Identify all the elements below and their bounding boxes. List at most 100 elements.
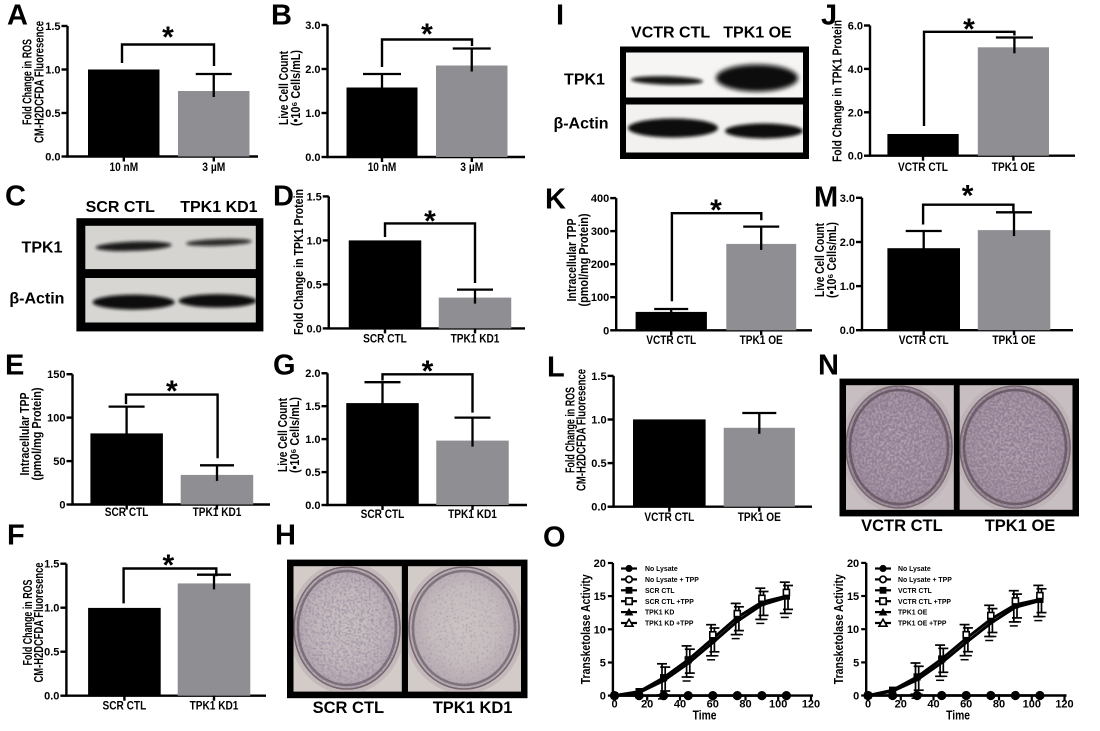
svg-text:E: E xyxy=(5,350,24,382)
svg-text:0: 0 xyxy=(611,699,617,711)
svg-text:Fold Change in ROS: Fold Change in ROS xyxy=(21,580,35,666)
svg-text:TPK1 OE: TPK1 OE xyxy=(992,333,1035,347)
svg-text:G: G xyxy=(273,350,296,382)
svg-text:15: 15 xyxy=(594,591,606,603)
svg-text:20: 20 xyxy=(641,699,653,711)
svg-text:3.0: 3.0 xyxy=(840,193,855,205)
svg-text:3.0: 3.0 xyxy=(305,20,320,32)
svg-text:*: * xyxy=(422,355,434,388)
svg-text:TPK1 KD: TPK1 KD xyxy=(645,608,674,617)
svg-text:3 µM: 3 µM xyxy=(202,160,225,174)
svg-text:TPK1: TPK1 xyxy=(22,240,63,257)
svg-text:Live Cell Count: Live Cell Count xyxy=(277,50,291,125)
svg-text:0.0: 0.0 xyxy=(840,325,855,337)
svg-text:TPK1 KD +TPP: TPK1 KD +TPP xyxy=(645,619,694,628)
svg-text:O: O xyxy=(543,522,566,554)
svg-text:SCR CTL: SCR CTL xyxy=(645,586,675,595)
svg-text:C: C xyxy=(5,181,26,213)
svg-text:No Lysate + TPP: No Lysate + TPP xyxy=(645,575,699,584)
svg-text:0.5: 0.5 xyxy=(44,647,59,659)
svg-text:Time: Time xyxy=(693,709,717,723)
svg-text:1.0: 1.0 xyxy=(591,415,606,427)
svg-text:60: 60 xyxy=(960,699,972,711)
svg-text:VCTR CTL: VCTR CTL xyxy=(644,510,694,524)
svg-text:TPK1 OE: TPK1 OE xyxy=(985,517,1056,535)
svg-text:3 µM: 3 µM xyxy=(460,160,483,174)
svg-text:SCR CTL: SCR CTL xyxy=(86,199,156,216)
svg-text:1.5: 1.5 xyxy=(44,559,59,571)
svg-text:0.0: 0.0 xyxy=(45,152,60,164)
svg-text:F: F xyxy=(7,520,25,552)
svg-text:*: * xyxy=(166,375,178,408)
svg-text:20: 20 xyxy=(594,558,606,570)
svg-text:Fold Change in TPK1 Protein: Fold Change in TPK1 Protein xyxy=(292,189,306,335)
svg-text:1.5: 1.5 xyxy=(307,191,322,203)
svg-text:(•10⁶ Cells/mL): (•10⁶ Cells/mL) xyxy=(289,50,303,126)
svg-text:TPK1: TPK1 xyxy=(564,72,605,89)
svg-text:SCR CTL: SCR CTL xyxy=(103,699,147,713)
svg-text:SCR CTL: SCR CTL xyxy=(313,699,385,717)
svg-text:*: * xyxy=(962,180,974,213)
svg-text:150: 150 xyxy=(47,369,65,381)
svg-text:0.5: 0.5 xyxy=(591,458,606,470)
svg-text:0.0: 0.0 xyxy=(44,691,59,703)
svg-text:0.0: 0.0 xyxy=(591,502,606,514)
svg-text:0: 0 xyxy=(603,325,609,337)
svg-text:0.0: 0.0 xyxy=(307,323,322,335)
svg-text:β-Actin: β-Actin xyxy=(553,116,608,133)
svg-text:TPK1 KD1: TPK1 KD1 xyxy=(190,699,239,713)
svg-text:SCR CTL: SCR CTL xyxy=(361,507,405,521)
svg-text:TPK1 KD1: TPK1 KD1 xyxy=(180,199,257,216)
svg-text:TPK1 OE: TPK1 OE xyxy=(992,160,1035,174)
svg-text:40: 40 xyxy=(927,699,939,711)
svg-text:1.0: 1.0 xyxy=(305,108,320,120)
svg-text:80: 80 xyxy=(739,699,751,711)
svg-text:TPK1 KD1: TPK1 KD1 xyxy=(448,507,497,521)
svg-text:5: 5 xyxy=(600,658,606,670)
svg-text:D: D xyxy=(273,181,294,213)
svg-text:No Lysate + TPP: No Lysate + TPP xyxy=(898,575,952,584)
svg-text:0: 0 xyxy=(59,500,65,512)
svg-text:0.5: 0.5 xyxy=(45,108,60,120)
svg-text:*: * xyxy=(162,21,174,54)
svg-text:100: 100 xyxy=(769,699,787,711)
svg-text:(•10⁶ Cells/mL): (•10⁶ Cells/mL) xyxy=(825,222,839,298)
svg-text:0: 0 xyxy=(853,691,859,703)
svg-text:80: 80 xyxy=(993,699,1005,711)
svg-text:120: 120 xyxy=(802,699,820,711)
svg-text:2.0: 2.0 xyxy=(305,64,320,76)
svg-text:VCTR CTL: VCTR CTL xyxy=(861,517,943,535)
svg-text:1.0: 1.0 xyxy=(45,65,60,77)
svg-text:120: 120 xyxy=(1055,699,1073,711)
svg-text:TPK1 KD1: TPK1 KD1 xyxy=(433,699,513,717)
svg-text:10: 10 xyxy=(847,624,859,636)
svg-text:*: * xyxy=(163,549,175,582)
svg-text:1.5: 1.5 xyxy=(591,371,606,383)
svg-text:N: N xyxy=(818,350,839,382)
svg-text:Intracellular TPP: Intracellular TPP xyxy=(565,219,579,302)
svg-text:10 nM: 10 nM xyxy=(110,160,139,174)
svg-text:2.0: 2.0 xyxy=(305,368,320,380)
svg-text:1.5: 1.5 xyxy=(305,401,320,413)
svg-text:VCTR CTL: VCTR CTL xyxy=(898,160,948,174)
svg-text:TPK1 OE: TPK1 OE xyxy=(740,333,783,347)
svg-text:Fold Change in TPK1 Protein: Fold Change in TPK1 Protein xyxy=(831,20,845,162)
svg-text:200: 200 xyxy=(591,259,609,271)
svg-text:1.0: 1.0 xyxy=(307,235,322,247)
svg-text:I: I xyxy=(556,0,564,32)
svg-text:VCTR CTL +TPP: VCTR CTL +TPP xyxy=(898,597,951,606)
svg-text:TPK1 OE: TPK1 OE xyxy=(738,510,781,524)
svg-text:15: 15 xyxy=(847,591,859,603)
svg-text:100: 100 xyxy=(47,413,65,425)
svg-text:20: 20 xyxy=(847,558,859,570)
svg-text:100: 100 xyxy=(591,292,609,304)
svg-text:*: * xyxy=(963,13,975,46)
svg-text:CM-H2DCFDA Fluoresence: CM-H2DCFDA Fluoresence xyxy=(33,21,47,143)
svg-text:*: * xyxy=(710,194,722,227)
svg-text:(pmol/mg Protein): (pmol/mg Protein) xyxy=(577,214,591,307)
svg-text:1.5: 1.5 xyxy=(45,21,60,33)
svg-text:No Lysate: No Lysate xyxy=(645,564,678,573)
svg-text:300: 300 xyxy=(591,226,609,238)
svg-text:0: 0 xyxy=(865,699,871,711)
svg-text:1.0: 1.0 xyxy=(44,603,59,615)
